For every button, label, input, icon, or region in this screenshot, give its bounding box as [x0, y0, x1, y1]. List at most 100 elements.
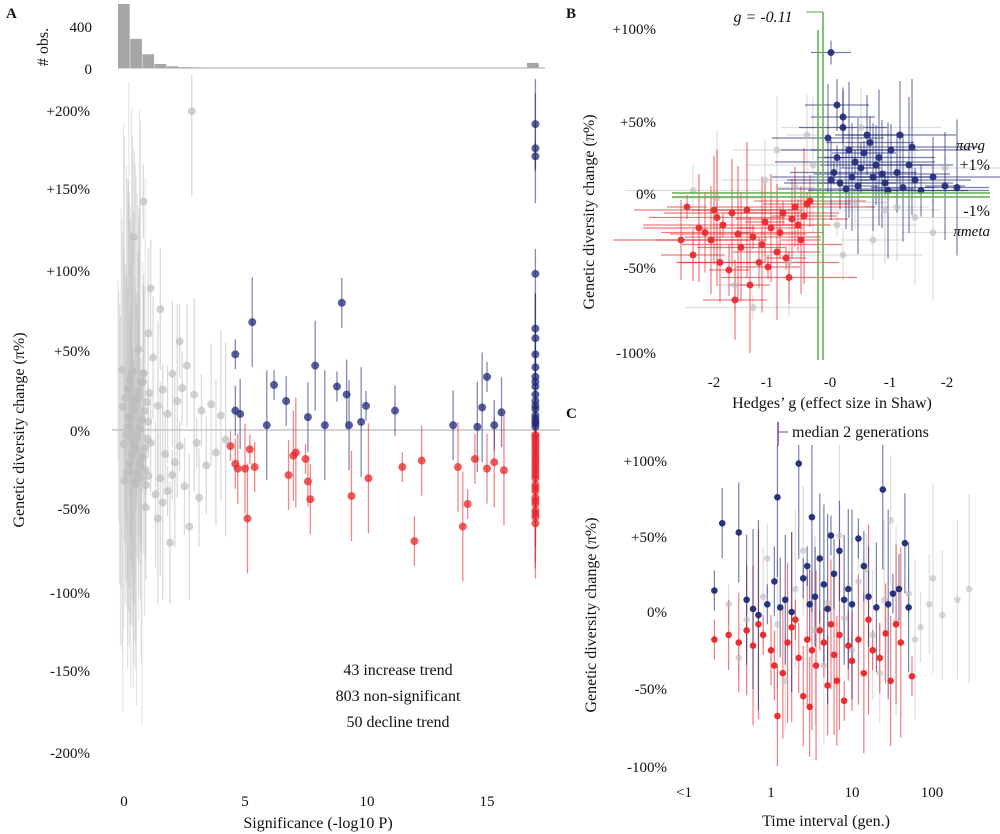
data-point-a	[241, 464, 249, 473]
data-point-a	[144, 417, 153, 426]
data-point-a	[156, 305, 165, 314]
median-label: median 2 generations	[792, 424, 929, 441]
data-point-a	[124, 386, 132, 394]
data-point-b	[908, 143, 916, 151]
y-axis-label-c: Genetic diversity change (π%)	[583, 517, 600, 712]
data-point-a	[144, 472, 153, 480]
data-point-a	[127, 414, 136, 422]
y-axis-label-b: Genetic diversity change (π%)	[581, 114, 598, 309]
data-point-a	[245, 445, 254, 454]
data-point-a	[499, 466, 508, 475]
data-point-a	[398, 463, 407, 472]
data-point-c	[908, 672, 916, 680]
ytick-a: +100%	[47, 264, 90, 280]
points-a	[118, 107, 540, 547]
data-point-a	[142, 398, 151, 406]
data-point-b	[773, 146, 781, 154]
data-point-b	[713, 194, 721, 202]
data-point-b	[731, 281, 739, 289]
data-point-b	[839, 251, 847, 259]
xtick-b: -1	[884, 375, 897, 391]
histogram-bar	[130, 38, 142, 68]
data-point-a	[473, 422, 482, 431]
data-point-b	[851, 199, 859, 206]
data-point-c	[844, 642, 852, 649]
data-point-c	[905, 604, 912, 611]
data-point-a	[531, 496, 540, 505]
data-point-c	[811, 593, 819, 600]
data-point-b	[953, 184, 961, 191]
data-point-c	[811, 627, 819, 634]
data-point-a	[303, 413, 312, 422]
data-point-c	[735, 654, 743, 662]
data-point-b	[716, 259, 724, 266]
data-point-a	[282, 397, 291, 406]
data-point-c	[901, 539, 909, 547]
data-point-a	[137, 379, 146, 387]
data-point-a	[332, 382, 341, 391]
data-point-c	[743, 627, 750, 634]
data-point-a	[156, 474, 165, 483]
data-point-a	[132, 397, 141, 405]
data-point-c	[749, 642, 757, 649]
data-point-c	[865, 616, 872, 623]
ytick-a: -200%	[50, 746, 90, 762]
data-point-b	[782, 254, 790, 262]
data-point-b	[878, 170, 886, 178]
data-point-b	[842, 185, 850, 193]
data-point-c	[806, 703, 813, 711]
data-point-c	[820, 662, 828, 669]
data-point-b	[827, 49, 835, 56]
data-point-b	[761, 176, 769, 184]
data-point-c	[816, 555, 824, 562]
data-point-b	[911, 214, 919, 221]
data-point-c	[763, 601, 771, 608]
data-point-c	[774, 712, 781, 720]
data-point-a	[410, 537, 419, 546]
data-point-a	[531, 401, 540, 410]
data-point-b	[758, 241, 766, 248]
data-point-b	[893, 169, 901, 176]
data-point-a	[531, 445, 540, 454]
data-point-a	[139, 197, 148, 206]
panel-a: A # obs. 0 400 +200% +150% +100% +50% 0%…	[6, 4, 560, 832]
data-point-a	[151, 490, 160, 499]
data-point-b	[791, 184, 799, 191]
data-point-a	[173, 397, 182, 406]
data-point-a	[531, 509, 540, 518]
ytick-a: +200%	[47, 104, 90, 120]
data-point-b	[737, 244, 745, 251]
data-point-a	[284, 471, 293, 480]
data-point-a	[138, 416, 146, 424]
data-point-a	[192, 438, 201, 447]
data-point-a	[163, 409, 172, 418]
data-point-a	[262, 421, 271, 430]
data-point-a	[337, 298, 346, 307]
data-point-b	[929, 229, 937, 236]
data-point-b	[734, 230, 742, 238]
data-point-c	[792, 616, 799, 623]
xtick-c: 100	[921, 785, 944, 801]
ytick-a: -50%	[58, 502, 91, 518]
histogram-bar	[154, 64, 167, 68]
data-point-a	[134, 345, 143, 354]
data-point-c	[806, 601, 813, 608]
data-point-c	[774, 493, 781, 501]
data-point-a	[122, 431, 130, 439]
data-point-a	[118, 366, 126, 374]
histogram-bar	[166, 66, 179, 68]
data-point-c	[897, 639, 905, 646]
data-point-a	[531, 152, 540, 161]
data-point-c	[824, 682, 831, 689]
data-point-b	[743, 206, 751, 214]
data-point-a	[131, 480, 140, 488]
data-point-a	[180, 482, 189, 491]
data-point-b	[869, 173, 877, 181]
data-point-c	[784, 639, 791, 646]
data-point-a	[531, 363, 540, 372]
legend-nonsig: 803 non-significant	[336, 688, 461, 705]
ytick-a: +50%	[54, 344, 90, 360]
data-point-a	[141, 503, 150, 512]
data-point-b	[899, 184, 907, 191]
data-point-a	[453, 463, 462, 472]
